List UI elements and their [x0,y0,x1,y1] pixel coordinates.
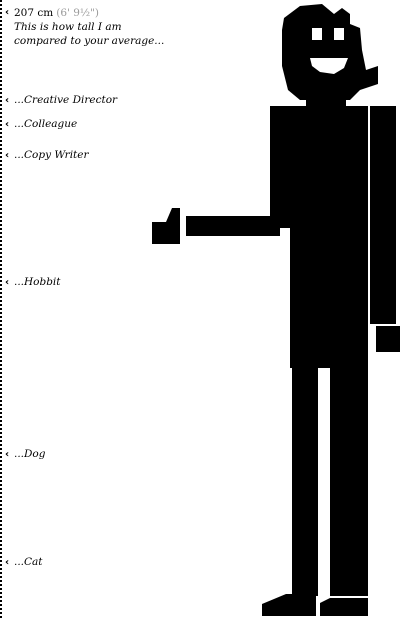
marker-cat: ‹ ...Cat [5,556,43,568]
chevron-left-icon: ‹ [5,94,10,106]
chevron-left-icon: ‹ [5,149,10,161]
header-line-1: This is how tall I am [14,21,122,33]
chevron-left-icon: ‹ [5,7,10,18]
marker-label: ...Copy Writer [14,149,89,161]
marker-label: ...Cat [14,556,43,568]
marker-dog: ‹ ...Dog [5,448,45,460]
height-metric: 207 cm [14,7,54,19]
marker-hobbit: ‹ ...Hobbit [5,276,61,288]
marker-label: ...Creative Director [14,94,118,106]
marker-label: ...Dog [14,448,46,460]
height-ruler [0,0,2,620]
marker-label: ...Hobbit [14,276,61,288]
height-imperial: (6' 9½") [56,7,100,19]
marker-creative-director: ‹ ...Creative Director [5,94,117,106]
header-line-2: compared to your average... [14,35,165,47]
marker-copy-writer: ‹ ...Copy Writer [5,149,89,161]
chevron-left-icon: ‹ [5,276,10,288]
marker-label: ...Colleague [14,118,78,130]
height-header: ‹ 207 cm (6' 9½") This is how tall I am … [5,6,164,48]
marker-colleague: ‹ ...Colleague [5,118,77,130]
chevron-left-icon: ‹ [5,556,10,568]
chevron-left-icon: ‹ [5,448,10,460]
chevron-left-icon: ‹ [5,118,10,130]
